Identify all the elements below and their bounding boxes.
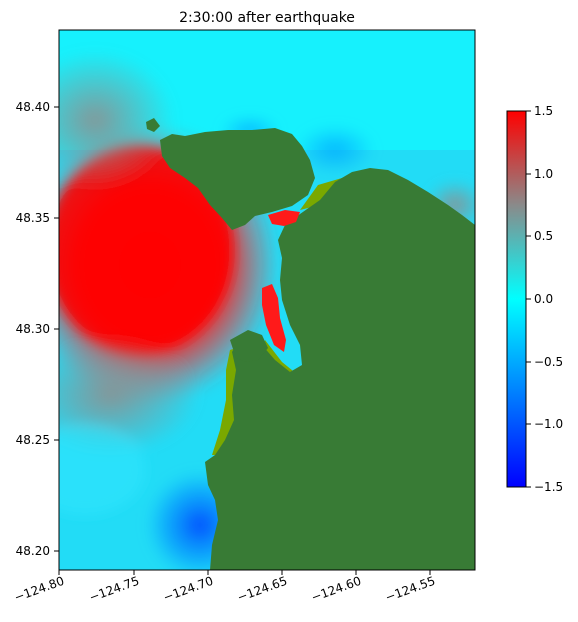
y-tick-label: 48.25	[16, 433, 50, 447]
colorbar-tick-label: −1.0	[534, 417, 563, 431]
land-northern-peninsula	[160, 128, 315, 230]
x-tick-label: −124.55	[383, 574, 437, 605]
x-tick-label: −124.70	[161, 574, 215, 605]
colorbar-tick-label: 1.5	[534, 104, 553, 118]
y-tick-label: 48.40	[16, 100, 50, 114]
colorbar-gradient	[506, 110, 527, 488]
wave-grey-nw	[59, 50, 175, 190]
colorbar: 1.5 1.0 0.5 0.0 −0.5 −1.0 −1.5	[506, 104, 563, 494]
colorbar-tick-label: 0.5	[534, 229, 553, 243]
y-axis: 48.20 48.25 48.30 48.35 48.40	[16, 100, 59, 558]
x-tick-label: −124.65	[235, 574, 289, 605]
x-tick-label: −124.75	[87, 574, 141, 605]
colorbar-tick-label: −1.5	[534, 480, 563, 494]
wave-low-north	[295, 125, 375, 175]
land-island	[146, 118, 160, 132]
colorbar-tick-label: −0.5	[534, 355, 563, 369]
land-headland-south	[230, 330, 268, 362]
land-mainland	[205, 168, 475, 570]
map-frame	[58, 29, 476, 571]
wave-cyan-band	[59, 425, 145, 515]
map-panel	[59, 30, 475, 570]
y-tick-label: 48.35	[16, 211, 50, 225]
x-tick-label: −124.80	[12, 574, 66, 605]
harbour-red-mouth	[268, 210, 300, 226]
wave-grey-sw	[59, 335, 200, 455]
x-axis: −124.80 −124.75 −124.70 −124.65 −124.60 …	[12, 570, 437, 605]
map-title: 2:30:00 after earthquake	[179, 10, 355, 26]
y-tick-label: 48.30	[16, 322, 50, 336]
wave-high-region-core	[59, 145, 235, 355]
colorbar-tick-label: 0.0	[534, 292, 553, 306]
colorbar-tick-label: 1.0	[534, 167, 553, 181]
y-tick-label: 48.20	[16, 544, 50, 558]
x-tick-label: −124.60	[309, 574, 363, 605]
harbour-red-channel	[262, 284, 286, 352]
